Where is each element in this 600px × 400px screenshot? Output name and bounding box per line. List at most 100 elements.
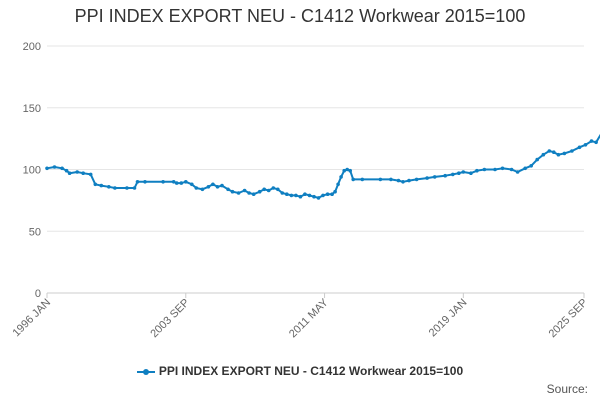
data-point	[226, 187, 230, 192]
data-point	[345, 167, 350, 172]
data-point	[75, 170, 79, 174]
data-point	[556, 152, 561, 157]
x-tick-label: 2025 SEP	[547, 297, 591, 341]
data-point	[407, 178, 411, 183]
data-point	[475, 168, 479, 173]
data-point	[351, 177, 356, 182]
data-point	[577, 145, 582, 150]
data-point	[414, 177, 419, 182]
data-point	[523, 166, 527, 171]
data-point	[215, 185, 220, 189]
data-point	[289, 193, 294, 198]
data-point	[67, 171, 72, 175]
data-point	[230, 189, 235, 194]
data-point	[298, 194, 303, 199]
data-point	[330, 192, 334, 196]
data-point	[280, 191, 285, 195]
data-point	[113, 186, 117, 190]
y-tick-label: 100	[23, 165, 41, 177]
data-point	[174, 181, 179, 185]
legend-label: PPI INDEX EXPORT NEU - C1412 Workwear 20…	[158, 364, 464, 378]
data-point	[81, 171, 85, 175]
data-point	[143, 180, 147, 184]
data-point	[220, 183, 224, 188]
data-point	[535, 157, 539, 162]
data-point	[236, 191, 241, 195]
data-point	[321, 193, 325, 198]
data-point	[425, 176, 429, 180]
data-point	[500, 166, 505, 171]
data-point	[194, 186, 199, 190]
data-point	[401, 180, 405, 184]
data-point	[307, 193, 312, 198]
data-point	[336, 182, 340, 187]
data-point	[541, 152, 546, 157]
data-point	[64, 168, 69, 173]
data-point	[211, 182, 215, 187]
data-point	[589, 139, 594, 143]
data-point	[88, 172, 93, 177]
data-point	[469, 171, 473, 175]
data-point	[515, 170, 520, 174]
data-point	[60, 166, 64, 171]
data-point	[171, 180, 176, 184]
data-point	[432, 175, 437, 179]
chart-title: PPI INDEX EXPORT NEU - C1412 Workwear 20…	[74, 6, 526, 26]
data-point	[271, 186, 276, 190]
data-point	[493, 167, 497, 172]
data-point	[45, 166, 49, 171]
data-point	[99, 183, 104, 188]
x-tick-label: 2019 JAN	[427, 297, 470, 340]
data-point	[443, 173, 448, 178]
data-point	[583, 143, 588, 147]
x-tick-label: 2011 MAY	[287, 296, 331, 340]
data-point	[457, 171, 461, 175]
data-point	[482, 167, 487, 172]
data-point	[276, 187, 280, 192]
data-point	[360, 177, 365, 182]
data-point	[303, 192, 307, 196]
data-point	[594, 140, 598, 145]
data-point	[348, 168, 353, 173]
data-point	[547, 149, 552, 153]
data-point	[552, 150, 556, 154]
series-line	[46, 133, 600, 199]
data-point	[509, 167, 514, 172]
data-point	[132, 186, 137, 190]
data-point	[285, 192, 289, 196]
data-point	[451, 172, 455, 177]
data-point	[396, 178, 401, 183]
data-point	[107, 185, 111, 189]
data-point	[461, 170, 466, 174]
data-point	[242, 188, 247, 193]
data-point	[247, 191, 251, 195]
data-point	[125, 186, 129, 190]
data-point	[52, 165, 57, 169]
data-point	[570, 149, 574, 153]
data-point	[389, 177, 393, 182]
legend-marker-icon	[136, 367, 155, 377]
data-point	[294, 193, 298, 198]
data-point	[161, 180, 165, 184]
data-point	[342, 168, 347, 173]
legend[interactable]: PPI INDEX EXPORT NEU - C1412 Workwear 20…	[0, 364, 600, 378]
data-point	[190, 182, 194, 187]
data-point	[262, 187, 267, 192]
y-tick-label: 0	[35, 288, 41, 300]
data-point	[200, 187, 205, 192]
data-point	[184, 180, 188, 184]
data-point	[135, 180, 140, 184]
data-point	[529, 164, 533, 168]
data-point	[93, 182, 98, 187]
data-point	[179, 181, 184, 185]
data-point	[312, 194, 316, 199]
data-point	[266, 188, 271, 193]
data-point	[339, 175, 343, 179]
data-point	[333, 189, 337, 194]
data-point	[316, 196, 321, 200]
data-point	[206, 185, 211, 189]
x-tick-label: 1996 JAN	[10, 297, 53, 340]
data-point	[378, 177, 383, 182]
